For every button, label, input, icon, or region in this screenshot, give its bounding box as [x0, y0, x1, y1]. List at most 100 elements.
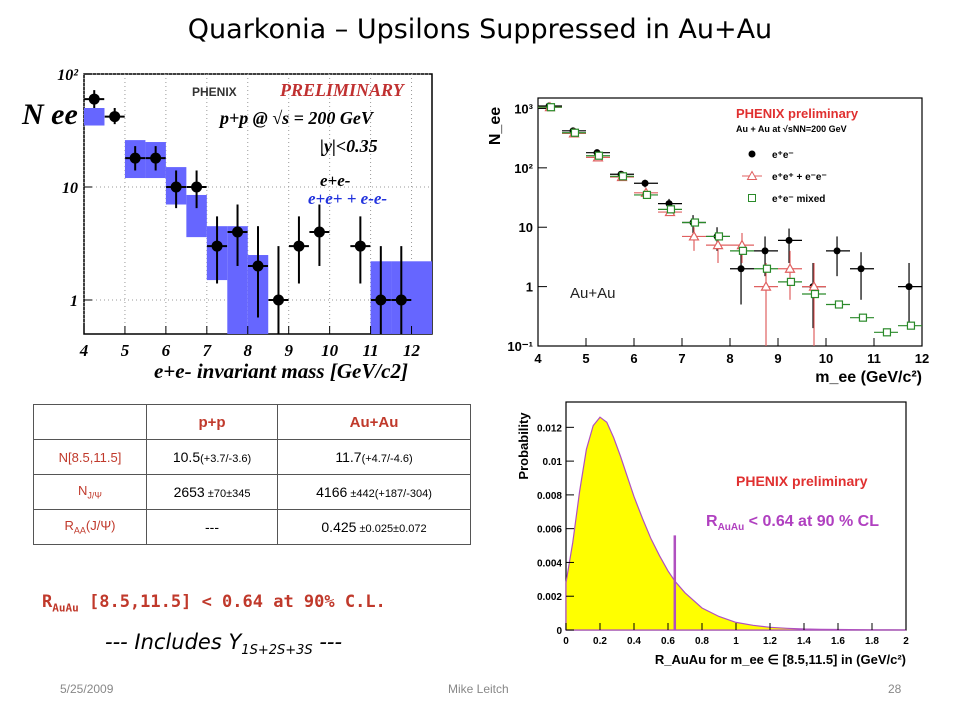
x-tick-label: 4: [79, 341, 89, 360]
data-point: [232, 226, 244, 238]
data-point: [88, 93, 100, 105]
probability-distribution: [565, 416, 907, 631]
legend-title: PHENIX preliminary: [736, 473, 868, 489]
data-point: [375, 294, 387, 306]
x-tick-label: 1.4: [797, 636, 811, 647]
x-tick-label: 0.4: [627, 636, 641, 647]
x-tick-label: 11: [363, 341, 379, 360]
raa-probability-chart: 0 0.2 0.4 0.6 0.8 1 1.2 1.4 1.6 1.8 2 0 0.002 0.004 0.…: [516, 401, 909, 667]
x-axis-label: e+e- invariant mass [GeV/c2]: [154, 359, 408, 383]
y-tick-label: 0.012: [537, 423, 562, 434]
data-point: [129, 152, 141, 164]
x-tick-label: 8: [726, 351, 733, 366]
data-point: [834, 300, 844, 309]
data-point: [570, 128, 580, 137]
limit-text: RAuAu < 0.64 at 90 % CL: [706, 513, 879, 533]
limit-text-part: < 0.64 at 90 % CL: [744, 513, 879, 530]
legend-marker: [746, 170, 758, 180]
y-tick-label: 10²: [514, 161, 533, 176]
y-tick-label: 10²: [57, 67, 79, 84]
data-point: [313, 226, 325, 238]
y-axis-label: Probability: [516, 412, 531, 480]
background-band: [186, 194, 207, 238]
data-point: [170, 181, 182, 193]
data-point: [858, 313, 868, 322]
results-table: p+p Au+Au N[8.5,11.5] 10.5(+3.7/-3.6) 11…: [33, 404, 471, 545]
data-point: [714, 232, 724, 241]
x-tick-label: 1.8: [865, 636, 879, 647]
rapidity-annotation: |y|<0.35: [320, 136, 378, 156]
x-tick-label: 1: [733, 636, 739, 647]
raa-conclusion: RAuAu [8.5,11.5] < 0.64 at 90% C.L.: [42, 592, 386, 615]
table-header-pp: p+p: [145, 404, 279, 440]
y-tick-label: 10⁻¹: [507, 339, 533, 354]
plot-frame: [537, 97, 923, 347]
y-tick-label: 0.008: [537, 491, 562, 502]
data-point: [785, 236, 793, 244]
x-tick-label: 7: [678, 351, 685, 366]
y-tick-label: 0.004: [537, 558, 562, 569]
table-row: RAA(J/Ψ) --- 0.425 ±0.025±0.072: [33, 509, 471, 545]
legend-marker: [748, 194, 756, 202]
y-tick-label: 0.002: [537, 592, 562, 603]
table-row: NJ/Ψ 2653 ±70±345 4166 ±442(+187/-304): [33, 474, 471, 510]
phenix-logo: PHENIX: [192, 85, 237, 99]
data-point: [762, 264, 772, 273]
cell-pp-raa-jpsi: ---: [145, 509, 279, 545]
cell-auau-n-jpsi: 4166 ±442(+187/-304): [277, 474, 471, 510]
data-point: [666, 205, 676, 214]
data-point: [594, 151, 604, 160]
limit-text-part: AuAu: [718, 522, 745, 533]
limit-text-part: R: [706, 513, 718, 530]
x-tick-label: 6: [162, 341, 171, 360]
energy-annotation: p+p @ √s = 200 GeV: [218, 108, 375, 128]
y-tick-label: 10³: [514, 101, 533, 116]
cell-pp-n-upsilon: 10.5(+3.7/-3.6): [145, 439, 279, 475]
table-header-empty: [33, 404, 147, 440]
cell-auau-n-upsilon: 11.7(+4.7/-4.6): [277, 439, 471, 475]
y-tick-label: 1: [70, 293, 78, 310]
preliminary-label: PRELIMINARY: [279, 80, 406, 100]
legend-label: e⁺e⁻ mixed: [772, 194, 825, 205]
data-point: [395, 294, 407, 306]
data-point: [109, 111, 121, 123]
x-tick-label: 0: [563, 636, 569, 647]
cell-pp-n-jpsi: 2653 ±70±345: [145, 474, 279, 510]
background-band: [227, 226, 248, 334]
x-tick-label: 10: [321, 341, 339, 360]
x-tick-label: 0.2: [593, 636, 607, 647]
auau-mass-chart: 4 5 6 7 8 9 10 11 12 10⁻¹ 1 10 10² 10³ m_ee (GeV/c²) N_…: [487, 97, 929, 386]
x-tick-label: 0.6: [661, 636, 675, 647]
data-point: [272, 294, 284, 306]
data-point: [191, 181, 203, 193]
x-tick-label: 5: [121, 341, 130, 360]
x-tick-label: 4: [534, 351, 542, 366]
x-tick-label: 11: [867, 351, 881, 366]
data-point: [641, 179, 649, 187]
data-point: [786, 277, 796, 287]
y-tick-label: 0.006: [537, 525, 562, 536]
data-point: [905, 283, 913, 291]
pp-mass-chart: 4 5 6 7 8 9 10 11 12 1 10 10² e+e- invariant mass [G…: [21, 67, 433, 383]
data-point: [738, 246, 748, 255]
footer-date: 5/25/2009: [60, 682, 114, 696]
row-label-n-upsilon: N[8.5,11.5]: [33, 439, 147, 475]
x-tick-label: 10: [819, 351, 833, 366]
data-point: [293, 240, 305, 252]
y-tick-label: 0: [556, 626, 562, 637]
table-row: N[8.5,11.5] 10.5(+3.7/-3.6) 11.7(+4.7/-4…: [33, 439, 471, 475]
y-tick-label: 0.01: [543, 457, 563, 468]
legend-label: e⁺e⁻: [772, 150, 794, 161]
x-tick-label: 8: [244, 341, 253, 360]
data-point: [546, 103, 556, 112]
data-point: [810, 289, 820, 299]
data-point: [618, 172, 628, 181]
data-point: [857, 265, 865, 273]
x-tick-label: 12: [915, 351, 929, 366]
y-axis-label: N ee: [21, 98, 78, 131]
x-tick-label: 9: [284, 341, 293, 360]
x-tick-label: 5: [582, 351, 589, 366]
footer-page-number: 28: [888, 682, 902, 696]
x-tick-label: 2: [903, 636, 909, 647]
x-tick-label: 0.8: [695, 636, 709, 647]
